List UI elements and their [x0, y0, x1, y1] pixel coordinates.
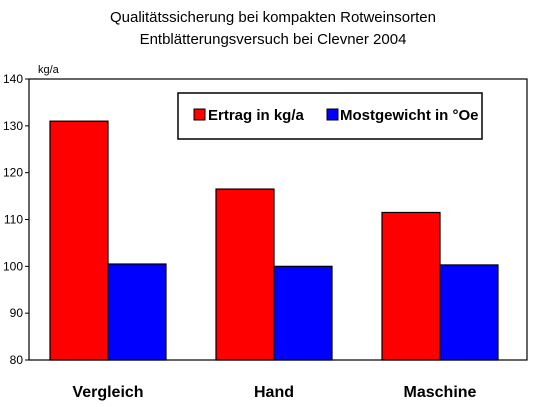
legend-swatch-mostgewicht: [326, 108, 339, 121]
bar-mostgewicht-maschine: [439, 264, 499, 361]
bar-ertrag-maschine: [381, 211, 441, 361]
y-tick-label: 80: [10, 353, 24, 367]
x-tick-label: Hand: [254, 384, 294, 401]
legend-swatch-ertrag: [193, 108, 206, 121]
legend-label-mostgewicht: Mostgewicht in °Oe: [340, 107, 479, 124]
bar-ertrag-vergleich: [49, 120, 109, 361]
y-tick-label: 100: [3, 259, 23, 273]
y-tick-label: 90: [10, 306, 24, 320]
chart-title: Qualitätssicherung bei kompakten Rotwein…: [110, 9, 436, 26]
bars: [49, 120, 499, 361]
y-tick-label: 120: [3, 166, 23, 180]
x-tick-label: Maschine: [404, 384, 477, 401]
y-tick-label: 130: [3, 119, 23, 133]
chart-subtitle: Entblätterungsversuch bei Clevner 2004: [140, 31, 407, 48]
y-axis-unit-label: kg/a: [38, 64, 60, 76]
bar-mostgewicht-vergleich: [107, 263, 167, 361]
bar-ertrag-hand: [215, 188, 275, 361]
legend-label-ertrag: Ertrag in kg/a: [208, 107, 305, 124]
legend: Ertrag in kg/a Mostgewicht in °Oe: [177, 92, 483, 140]
y-axis: 80 90 100 110 120 130 140: [3, 72, 29, 367]
x-axis: Vergleich Hand Maschine: [72, 384, 476, 401]
y-tick-label: 140: [3, 72, 23, 86]
x-tick-label: Vergleich: [72, 384, 143, 401]
y-tick-label: 110: [4, 213, 23, 227]
bar-mostgewicht-hand: [273, 265, 333, 361]
